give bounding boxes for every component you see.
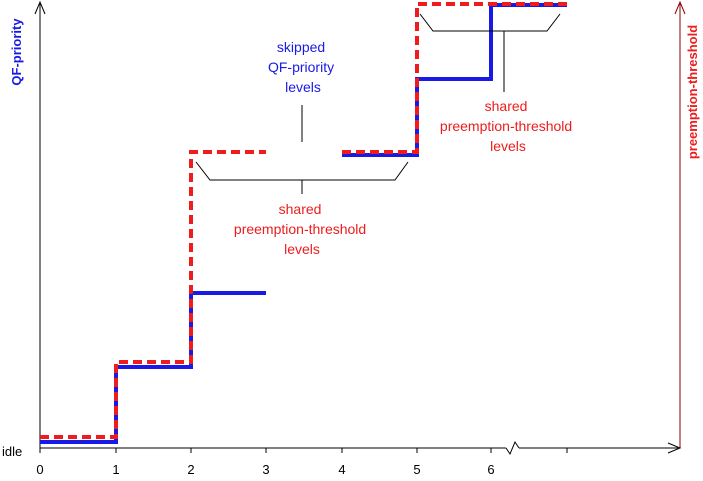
x-tick-label-1: 1 (112, 462, 119, 477)
preemption-threshold-step-line-2 (342, 2, 567, 154)
x-tick-label-3: 3 (262, 462, 269, 477)
preemption-threshold-step-line-1 (40, 150, 266, 439)
left-axis-title: QF-priority (9, 18, 24, 86)
right-axis-arrowhead (674, 0, 686, 15)
x-tick-marks (39, 448, 568, 453)
shared-levels-label-lower: shared preemption-threshold levels (234, 201, 370, 257)
x-tick-label-2: 2 (187, 462, 194, 477)
x-axis-arrowhead (667, 442, 682, 454)
shared-levels-bracket-upper (419, 13, 561, 32)
shared-levels-bracket-lower (195, 161, 409, 181)
x-tick-label-5: 5 (413, 462, 420, 477)
shared-levels-label-upper: shared preemption-threshold levels (440, 98, 576, 154)
skipped-levels-label: skipped QF-priority levels (268, 39, 338, 95)
right-axis-title: preemption-threshold (685, 25, 700, 159)
x-axis-break-icon (505, 440, 520, 456)
x-tick-label-4: 4 (338, 462, 345, 477)
idle-label: idle (2, 444, 22, 459)
left-axis-arrowhead (34, 0, 46, 15)
qf-priority-step-line-1 (40, 291, 266, 444)
x-tick-label-6: 6 (487, 462, 494, 477)
x-tick-label-0: 0 (36, 462, 43, 477)
